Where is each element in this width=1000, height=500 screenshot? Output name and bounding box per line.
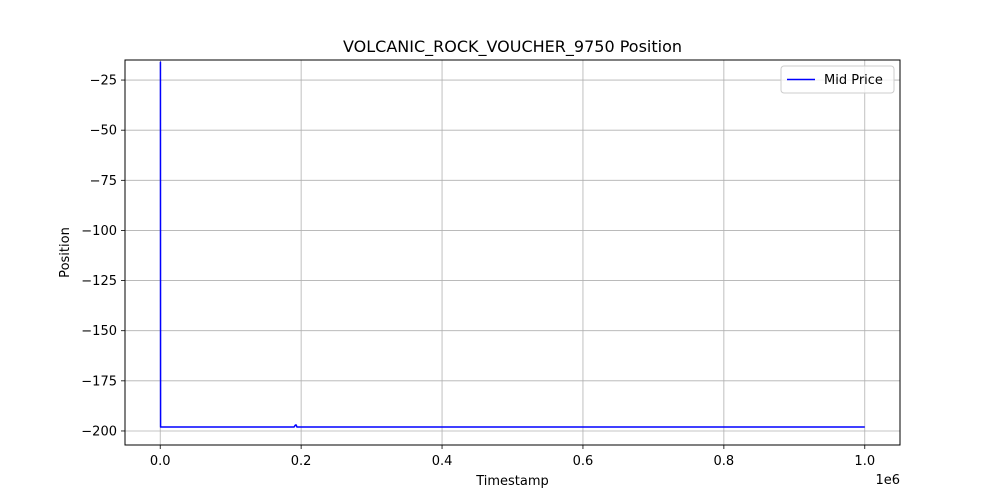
x-tick-label: 0.4 — [432, 454, 453, 469]
x-tick-label: 0.6 — [573, 454, 594, 469]
y-tick-label: −175 — [81, 374, 117, 389]
series-layer — [159, 61, 865, 428]
x-tick-label: 0.8 — [714, 454, 735, 469]
x-axis-label: Timestamp — [475, 474, 549, 489]
legend-label: Mid Price — [824, 73, 883, 88]
y-axis-label: Position — [58, 227, 73, 278]
y-tick-label: −200 — [81, 424, 117, 439]
y-tick-label: −50 — [90, 124, 117, 139]
legend-box — [780, 65, 895, 94]
x-tick-label: 0.2 — [291, 454, 312, 469]
y-tick-label: −25 — [90, 74, 117, 89]
x-tick-label: 0.0 — [150, 454, 171, 469]
plot-frame — [124, 59, 901, 446]
x-axis: 0.0 0.2 0.4 0.6 0.8 1.0 — [150, 445, 875, 469]
series-line — [159, 61, 865, 428]
y-tick-label: −75 — [90, 174, 117, 189]
x-tick-label: 1.0 — [854, 454, 875, 469]
x-axis-offset-label: 1e6 — [875, 473, 900, 488]
grid — [125, 60, 900, 445]
chart-title: VOLCANIC_ROCK_VOUCHER_9750 Position — [343, 37, 682, 57]
y-tick-label: −100 — [81, 224, 117, 239]
y-tick-label: −150 — [81, 324, 117, 339]
y-axis: −25 −50 −75 −100 −125 −150 −175 −200 — [81, 74, 125, 439]
y-tick-label: −125 — [81, 274, 117, 289]
legend: Mid Price — [780, 65, 895, 94]
